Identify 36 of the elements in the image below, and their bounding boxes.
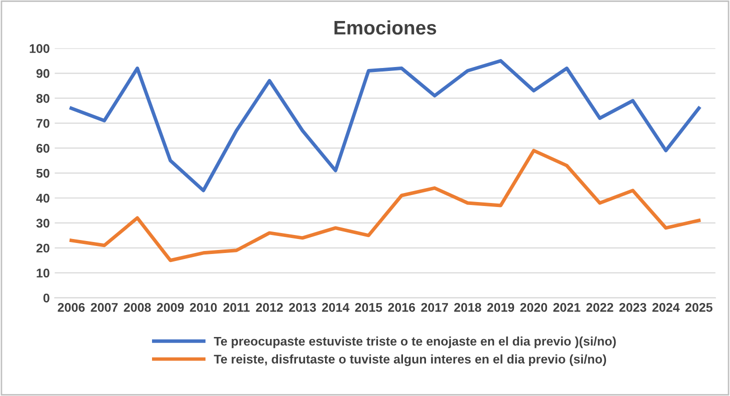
y-tick-label: 30 bbox=[36, 218, 50, 228]
y-tick-label: 100 bbox=[30, 44, 50, 53]
x-tick-label: 2010 bbox=[190, 302, 217, 312]
y-tick-label: 10 bbox=[36, 268, 50, 278]
legend-label: Te reiste, disfrutaste o tuviste algun interes en el dia previo (si/no) bbox=[214, 354, 606, 366]
x-tick-label: 2022 bbox=[586, 302, 614, 312]
x-tick-label: 2009 bbox=[156, 302, 184, 312]
x-tick-label: 2008 bbox=[124, 302, 151, 312]
y-tick-label: 20 bbox=[36, 244, 50, 253]
legend-label: Te preocupaste estuviste triste o te enojaste en el dia previo )(si/no) bbox=[214, 336, 616, 348]
x-tick-label: 2025 bbox=[685, 302, 712, 312]
x-tick-label: 2020 bbox=[520, 302, 548, 312]
x-tick-label: 2017 bbox=[421, 302, 448, 312]
x-tick-label: 2016 bbox=[388, 302, 416, 312]
y-tick-label: 60 bbox=[36, 144, 50, 153]
chart-title: Emociones bbox=[334, 20, 436, 35]
y-tick-label: 80 bbox=[36, 94, 50, 103]
x-tick-label: 2023 bbox=[619, 302, 646, 312]
line-series bbox=[70, 148, 701, 262]
x-tick-label: 2015 bbox=[355, 302, 382, 312]
x-tick-label: 2011 bbox=[223, 302, 250, 312]
x-tick-label: 2012 bbox=[256, 302, 283, 312]
line-series bbox=[70, 59, 701, 192]
y-tick-label: 90 bbox=[36, 69, 50, 78]
y-tick-label: 0 bbox=[43, 294, 50, 302]
x-tick-label: 2006 bbox=[58, 302, 85, 312]
x-tick-label: 2021 bbox=[553, 302, 580, 312]
x-tick-label: 2007 bbox=[90, 302, 118, 312]
x-tick-label: 2018 bbox=[454, 302, 482, 312]
x-tick-label: 2024 bbox=[652, 302, 680, 312]
x-tick-label: 2014 bbox=[322, 302, 350, 312]
y-tick-label: 50 bbox=[36, 168, 50, 178]
x-tick-label: 2019 bbox=[487, 302, 514, 312]
y-tick-label: 70 bbox=[36, 118, 50, 128]
x-tick-label: 2013 bbox=[289, 302, 316, 312]
y-tick-label: 40 bbox=[36, 194, 50, 203]
